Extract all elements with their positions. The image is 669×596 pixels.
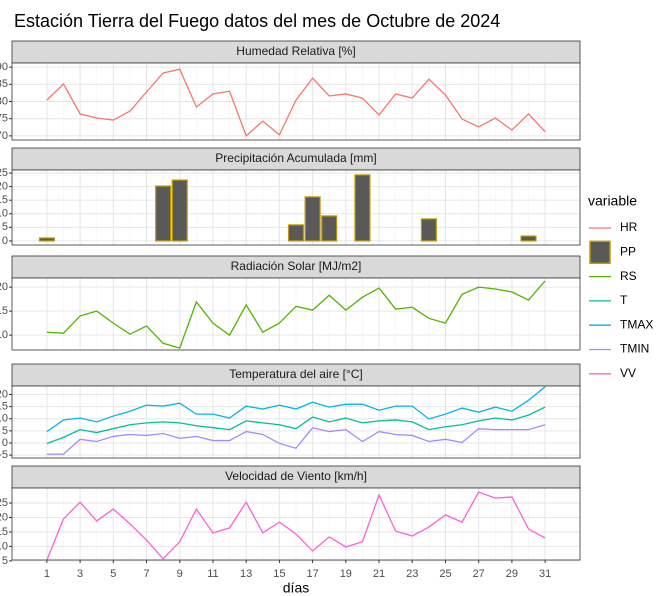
x-tick-label: 25 [439, 568, 451, 580]
y-tick-label: 20 [0, 388, 8, 400]
y-tick-label: 10 [0, 208, 8, 220]
x-tick-label: 17 [306, 568, 318, 580]
bar [304, 196, 321, 242]
bar [171, 179, 188, 242]
legend-label: TMAX [620, 317, 653, 331]
strip-title: Precipitación Acumulada [mm] [215, 151, 376, 165]
panel-border [11, 62, 581, 141]
bar [520, 235, 537, 242]
y-tick-label: 15 [0, 401, 8, 413]
legend-label: RS [620, 269, 637, 283]
x-tick-label: 1 [44, 568, 50, 580]
y-tick-label: 25 [0, 167, 8, 179]
y-tick-label: 90 [0, 61, 8, 73]
y-tick-label: 85 [0, 78, 8, 90]
bar [38, 237, 55, 242]
line-series [46, 68, 546, 137]
x-tick-label: 29 [506, 568, 518, 580]
x-tick-label: 15 [273, 568, 285, 580]
line-series [46, 406, 546, 445]
y-tick-label: 75 [0, 113, 8, 125]
x-tick-label: 11 [207, 568, 218, 580]
legend-label: TMIN [620, 342, 649, 356]
line-series [46, 424, 546, 455]
strip-title: Humedad Relativa [%] [236, 44, 355, 58]
y-tick-label: 15 [0, 526, 8, 538]
y-tick-label: 5 [2, 425, 8, 437]
y-tick-label: 0 [2, 235, 8, 247]
strip-title: Velocidad de Viento [km/h] [225, 469, 367, 483]
panel-border [11, 385, 581, 459]
y-tick-label: -5 [0, 449, 8, 461]
strip-title: Radiación Solar [MJ/m2] [231, 259, 362, 273]
x-tick-label: 3 [77, 568, 83, 580]
x-tick-label: 9 [177, 568, 183, 580]
y-tick-label: 0 [2, 437, 8, 449]
panel-border [11, 169, 581, 246]
y-tick-label: 70 [0, 130, 8, 142]
bar [287, 224, 305, 242]
x-tick-label: 21 [373, 568, 385, 580]
y-tick-label: 5 [2, 221, 8, 233]
strip-title: Temperatura del aire [°C] [229, 367, 363, 381]
panel-border [11, 487, 581, 561]
x-tick-label: 31 [539, 568, 551, 580]
panel-border [11, 277, 581, 351]
y-tick-label: 15 [0, 194, 8, 206]
x-tick-label: 19 [340, 568, 352, 580]
x-tick-label: 23 [406, 568, 418, 580]
line-series [46, 491, 546, 561]
x-tick-label: 5 [110, 568, 116, 580]
y-tick-label: 15 [0, 305, 8, 317]
x-axis-title: días [283, 580, 309, 596]
legend-label: HR [620, 220, 638, 234]
bar [420, 218, 437, 242]
x-tick-label: 27 [473, 568, 485, 580]
bar [354, 174, 371, 242]
x-tick-label: 7 [143, 568, 149, 580]
legend-label: PP [620, 244, 636, 258]
y-tick-label: 80 [0, 95, 8, 107]
line-series [46, 386, 546, 433]
legend-label: T [620, 293, 628, 307]
y-tick-label: 10 [0, 540, 8, 552]
y-tick-label: 25 [0, 497, 8, 509]
chart-title: Estación Tierra del Fuego datos del mes … [14, 11, 500, 31]
line-series [46, 280, 546, 349]
y-tick-label: 10 [0, 329, 8, 341]
y-tick-label: 20 [0, 511, 8, 523]
y-tick-label: 20 [0, 180, 8, 192]
legend-title: variable [588, 193, 637, 209]
y-tick-label: 10 [0, 413, 8, 425]
bar [155, 185, 172, 242]
x-tick-label: 13 [240, 568, 252, 580]
y-tick-label: 5 [2, 555, 8, 567]
y-tick-label: 20 [0, 281, 8, 293]
legend-label: VV [620, 366, 636, 380]
legend-key [589, 240, 611, 265]
bar [321, 215, 338, 242]
